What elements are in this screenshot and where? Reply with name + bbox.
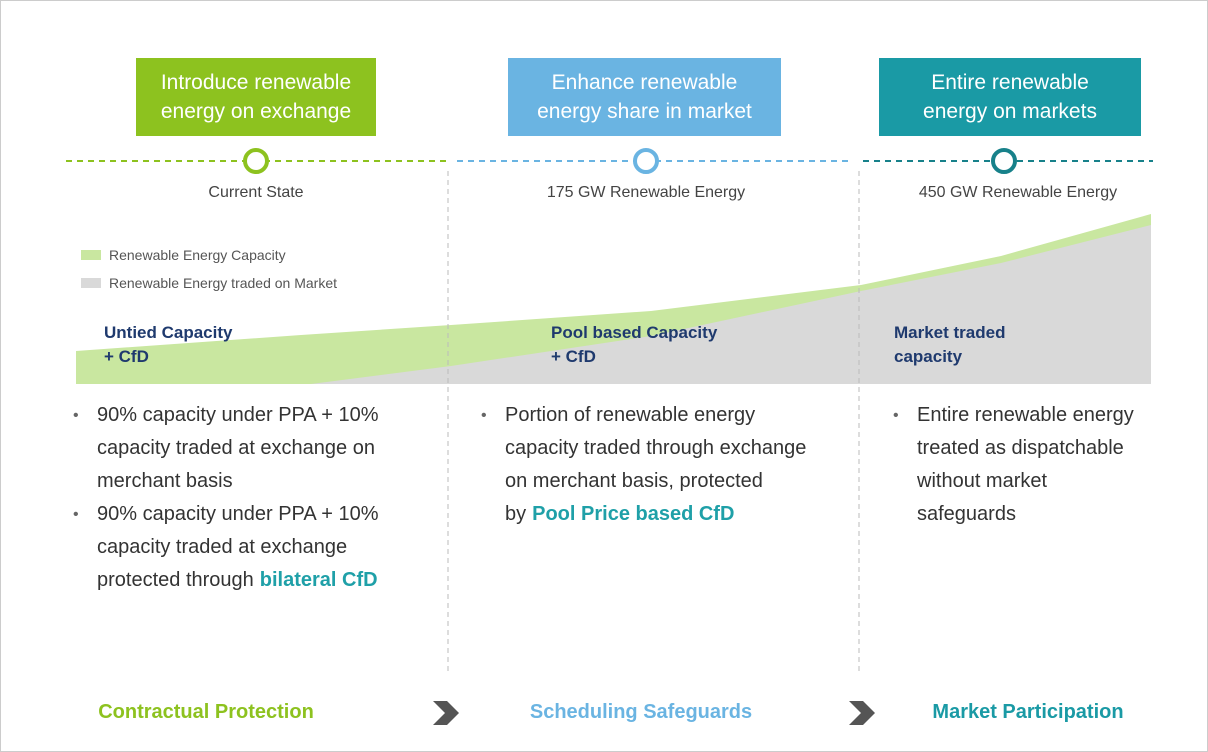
stage-header: Enhance renewable energy share in market	[508, 58, 781, 136]
legend-swatch	[81, 278, 101, 288]
market-area	[311, 225, 1151, 384]
capacity-line: + CfD	[551, 347, 596, 366]
bullet-text: Entire renewable energy treated as dispa…	[917, 404, 1134, 525]
header-line: energy share in market	[537, 100, 752, 123]
milestone: 175 GW Renewable Energy	[546, 184, 746, 201]
milestone-dot	[243, 148, 269, 174]
header-line: Entire renewable	[931, 71, 1089, 94]
milestone-dot	[991, 148, 1017, 174]
capacity-line: Market traded	[894, 323, 1006, 342]
legend-label: Renewable Energy traded on Market	[109, 275, 338, 291]
capacity-label: Market traded capacity	[894, 321, 1005, 369]
bullet-text: 90% capacity under PPA + 10% capacity tr…	[97, 503, 379, 591]
milestone: Current State	[208, 184, 304, 201]
legend-swatch	[81, 250, 101, 260]
capacity-line: + CfD	[104, 347, 149, 366]
footer-label: Scheduling Safeguards	[529, 701, 753, 723]
bullet-text: Portion of renewable energy capacity tra…	[505, 404, 807, 525]
bullet: 90% capacity under PPA + 10% capacity tr…	[73, 399, 413, 498]
capacity-label: Untied Capacity + CfD	[104, 321, 232, 369]
milestone-dot	[633, 148, 659, 174]
stage-header: Entire renewable energy on markets	[879, 58, 1141, 136]
bullet-text: 90% capacity under PPA + 10% capacity tr…	[97, 404, 379, 492]
bullet-emphasis: Pool Price based CfD	[532, 503, 735, 525]
capacity-line: Pool based Capacity	[551, 323, 718, 342]
chevron	[849, 701, 875, 725]
header-line: energy on exchange	[160, 100, 352, 123]
header-line: Introduce renewable	[160, 71, 352, 94]
bullet-emphasis: bilateral CfD	[259, 569, 378, 591]
capacity-line: capacity	[894, 347, 963, 366]
bullet-list: Portion of renewable energy capacity tra…	[481, 399, 826, 531]
bullet-list: Entire renewable energy treated as dispa…	[893, 399, 1143, 531]
capacity-label: Pool based Capacity + CfD	[551, 321, 717, 369]
bullet: Portion of renewable energy capacity tra…	[481, 399, 826, 531]
bullet-list: 90% capacity under PPA + 10% capacity tr…	[73, 399, 413, 597]
legend-label: Renewable Energy Capacity	[109, 247, 286, 263]
footer-label: Contractual Protection	[98, 701, 314, 723]
bullet: 90% capacity under PPA + 10% capacity tr…	[73, 498, 413, 597]
bullet: Entire renewable energy treated as dispa…	[893, 399, 1143, 531]
stage-header: Introduce renewable energy on exchange	[136, 58, 376, 136]
footer-label: Market Participation	[932, 701, 1124, 723]
chevron	[433, 701, 459, 725]
capacity-line: Untied Capacity	[104, 323, 233, 342]
milestone: 450 GW Renewable Energy	[918, 184, 1118, 201]
header-line: Enhance renewable	[551, 71, 738, 94]
header-line: energy on markets	[923, 100, 1097, 123]
